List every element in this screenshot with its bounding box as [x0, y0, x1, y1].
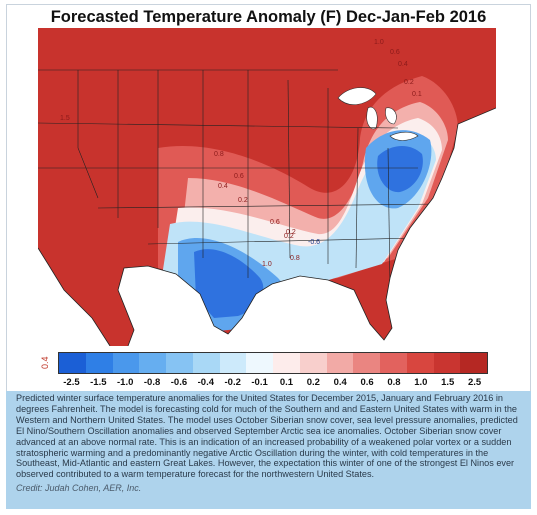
contour-label: 0.2: [284, 233, 294, 240]
colorbar-swatch: [59, 353, 86, 373]
contour-label: 0.6: [270, 219, 280, 226]
cool-strong-fill-south: [194, 249, 264, 318]
colorbar-tick-label: 0.1: [279, 377, 294, 388]
colorbar-ticks: -2.5 -1.5 -1.0 -0.8 -0.6 -0.4 -0.2 -0.1 0.1 0.2 0.…: [58, 377, 488, 391]
colorbar-swatch: [433, 353, 461, 373]
contour-labels: 1.5 1.0 0.6 0.4 0.2 0.1 0.8 0.6 0.4 0.2 …: [60, 39, 422, 268]
anomaly-map: 1.5 1.0 0.6 0.4 0.2 0.1 0.8 0.6 0.4 0.2 …: [38, 28, 496, 346]
colorbar-swatch: [299, 353, 327, 373]
caption-panel: Predicted winter surface temperature ano…: [6, 391, 531, 509]
state-line: [287, 79, 291, 259]
contour-label: 0.2: [238, 197, 248, 204]
colorbar-tick-label: 1.5: [441, 377, 455, 388]
contour-label: 0.6: [390, 49, 400, 56]
colorbar-tick-label: -0.4: [197, 377, 214, 388]
state-line: [77, 70, 99, 199]
colorbar-tick-label: 1.0: [414, 377, 428, 388]
colorbar-end-label: 0.4: [40, 356, 50, 370]
colorbar-tick-label: 0.4: [333, 377, 347, 388]
colorbar-tick-label: -0.1: [251, 377, 268, 388]
colorbar-swatch: [246, 353, 273, 373]
colorbar-swatch: [192, 353, 220, 373]
contour-label: 0.2: [286, 229, 296, 236]
colorbar-tick-label: 0.2: [306, 377, 320, 388]
colorbar-swatch: [353, 353, 380, 373]
colorbar-swatch: [112, 353, 140, 373]
state-line: [355, 127, 359, 269]
state-line: [387, 147, 391, 289]
colorbar-tick-label: 2.5: [467, 377, 482, 388]
caption-text: Predicted winter surface temperature ano…: [16, 393, 518, 480]
colorbar-tick-label: -1.0: [117, 377, 134, 388]
contour-label: 0.1: [412, 91, 422, 98]
colorbar-tick-label: -2.5: [63, 377, 80, 388]
colorbar-tick-label: 0.8: [387, 377, 401, 388]
colorbar-swatch: [380, 353, 407, 373]
state-line: [147, 237, 419, 245]
state-line: [97, 203, 439, 209]
colorbar-swatch: [166, 353, 193, 373]
colorbar-swatch: [219, 353, 247, 373]
colorbar-tick-label: -0.8: [143, 377, 161, 388]
contour-label: 0.8: [214, 151, 224, 158]
contour-label: -0.6: [308, 239, 320, 246]
state-boundaries: [38, 69, 439, 289]
contour-label: 1.0: [262, 261, 272, 268]
colorbar-swatch: [139, 353, 166, 373]
contour-label: 0.6: [234, 173, 244, 180]
colorbar-tick-label: 0.6: [360, 377, 374, 388]
colorbar-tick-label: -1.5: [90, 377, 107, 388]
state-line: [38, 122, 399, 129]
lake-huron: [385, 107, 397, 125]
colorbar-swatch: [460, 353, 487, 373]
coastline: [38, 107, 496, 346]
colorbar-swatch: [85, 353, 113, 373]
lake-superior: [337, 87, 377, 105]
contour-label: 0.2: [404, 79, 414, 86]
lake-michigan: [366, 106, 378, 130]
colorbar-tick-label: -0.2: [224, 377, 241, 388]
colorbar-swatch: [326, 353, 354, 373]
contour-label: 1.0: [374, 39, 384, 46]
colorbar-swatch: [273, 353, 300, 373]
contour-label: 0.4: [398, 61, 408, 68]
contour-label: 0.4: [218, 183, 228, 190]
colorbar-swatch: [406, 353, 434, 373]
lake-erie: [389, 131, 419, 141]
contour-label: 0.8: [290, 255, 300, 262]
colorbar: [58, 352, 488, 374]
colorbar-tick-label: -0.6: [170, 377, 188, 388]
caption-credit: Credit: Judah Cohen, AER, Inc.: [16, 483, 142, 494]
map-title: Forecasted Temperature Anomaly (F) Dec-J…: [50, 8, 487, 26]
contour-label: 1.5: [60, 115, 70, 122]
